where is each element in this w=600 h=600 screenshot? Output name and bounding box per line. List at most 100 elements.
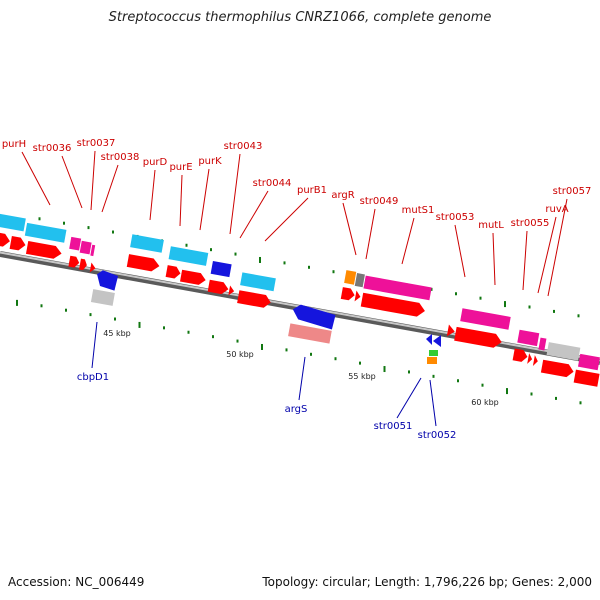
gene-label-str0055[interactable]: str0055 [511, 218, 550, 229]
scale-tick [16, 299, 18, 306]
cds-arrow[interactable] [79, 258, 88, 271]
gene-cbpD1-feature[interactable] [95, 269, 119, 291]
scale-tick [114, 317, 116, 321]
gene-mutS1-feature[interactable] [363, 275, 432, 301]
cds-arrow[interactable] [454, 326, 503, 349]
scale-tick [63, 221, 65, 225]
cds-arrow[interactable] [360, 292, 426, 318]
gene-label-str0044[interactable]: str0044 [253, 178, 292, 189]
gene-purK-feature[interactable] [210, 260, 232, 278]
gene-ruvA-feature[interactable] [538, 337, 547, 351]
gene-mutL-feature[interactable] [460, 308, 511, 330]
gene-str0051b-feature[interactable] [433, 335, 441, 347]
gene-str0049-feature[interactable] [354, 273, 365, 288]
cds-arrow[interactable] [354, 290, 362, 303]
leader-line [298, 356, 306, 401]
leader-line [149, 169, 156, 221]
gene-label-purE[interactable]: purE [169, 162, 192, 173]
gene-str0037-feature[interactable] [69, 236, 82, 251]
gene-str0055-feature[interactable] [517, 329, 540, 347]
gene-str0052-orange-feature[interactable] [427, 357, 437, 364]
gene-label-str0051[interactable]: str0051 [374, 421, 413, 432]
gene-argR-feature[interactable] [344, 270, 357, 285]
gene-str0057b-feature[interactable] [577, 353, 600, 371]
gene-str0057a-feature[interactable] [546, 342, 581, 361]
cds-arrow[interactable] [228, 285, 235, 296]
gene-str0051-feature[interactable] [426, 334, 432, 345]
feature-track-reverse [90, 269, 441, 364]
gene-label-mutS1[interactable]: mutS1 [402, 205, 435, 216]
gene-label-purK[interactable]: purK [198, 156, 222, 167]
cds-arrow[interactable] [540, 359, 575, 378]
scale-tick [504, 301, 506, 308]
gene-purH-feature[interactable] [0, 212, 26, 232]
gene-str0038-feature[interactable] [90, 244, 96, 257]
cds-arrow[interactable] [68, 255, 80, 269]
scale-tick [332, 270, 335, 274]
gene-argS-feature[interactable] [291, 303, 337, 330]
scale-tick [185, 243, 188, 247]
leader-line [342, 202, 357, 256]
scale-label: 45 kbp [103, 329, 131, 338]
scale-tick [40, 304, 43, 308]
cds-arrow[interactable] [573, 369, 600, 387]
gene-label-mutL[interactable]: mutL [478, 220, 504, 231]
cds-arrow[interactable] [126, 254, 161, 272]
leader-line [264, 197, 309, 242]
gene-purE-feature[interactable] [168, 246, 209, 266]
leader-line [90, 150, 96, 211]
leader-line [21, 151, 51, 206]
scale-tick [481, 383, 484, 387]
cds-arrow[interactable] [237, 290, 272, 309]
gene-label-argR[interactable]: argR [331, 190, 354, 201]
cds-arrow[interactable] [0, 232, 11, 247]
gene-str0052-green-feature[interactable] [429, 350, 438, 356]
gene-str0037b-feature[interactable] [79, 240, 92, 255]
gene-label-str0049[interactable]: str0049 [360, 196, 399, 207]
cds-arrow[interactable] [89, 262, 97, 274]
scale-tick [506, 388, 508, 395]
bottom-gene-labels: cbpD1 argS str0051 str0052 [77, 321, 457, 441]
gene-str0036-feature[interactable] [24, 222, 67, 243]
gene-label-str0052[interactable]: str0052 [418, 430, 457, 441]
cds-arrow[interactable] [207, 279, 230, 295]
leader-line [365, 208, 376, 260]
gene-label-ruvA[interactable]: ruvA [545, 204, 568, 215]
scale-tick [38, 217, 41, 221]
cds-arrow[interactable] [527, 353, 533, 365]
leader-line [429, 379, 437, 427]
gene-purD-feature[interactable] [130, 234, 164, 253]
cds-arrow[interactable] [512, 348, 529, 362]
cds-arrow[interactable] [446, 324, 456, 337]
scale-tick [212, 335, 214, 339]
cds-arrow[interactable] [340, 287, 356, 301]
scale-tick [259, 256, 261, 263]
gene-label-purB1[interactable]: purB1 [297, 185, 327, 196]
scale-tick [163, 326, 165, 330]
cds-arrow[interactable] [532, 355, 539, 367]
gene-label-purD[interactable]: purD [143, 157, 168, 168]
gene-label-str0053[interactable]: str0053 [436, 212, 475, 223]
leader-line [91, 321, 98, 369]
gene-label-str0057[interactable]: str0057 [553, 186, 592, 197]
scale-tick [89, 313, 92, 317]
gene-label-purH[interactable]: purH [2, 139, 26, 150]
cds-arrow[interactable] [165, 265, 182, 279]
cds-arrow[interactable] [25, 241, 63, 260]
gene-label-str0043[interactable]: str0043 [224, 141, 263, 152]
gene-argS-pink-feature[interactable] [288, 323, 332, 344]
gene-label-argS[interactable]: argS [285, 404, 308, 415]
gene-label-cbpD1[interactable]: cbpD1 [77, 372, 109, 383]
gene-label-str0037[interactable]: str0037 [77, 138, 116, 149]
scale-tick [334, 357, 337, 361]
gene-cbpD1-grey-feature[interactable] [90, 289, 115, 306]
gene-str0044-feature[interactable] [240, 272, 276, 292]
cds-arrow[interactable] [180, 269, 207, 286]
gene-label-str0038[interactable]: str0038 [101, 152, 140, 163]
scale-tick [479, 296, 482, 300]
cds-arrow[interactable] [9, 236, 27, 251]
gene-label-str0036[interactable]: str0036 [33, 143, 72, 154]
scale-tick [455, 292, 457, 296]
